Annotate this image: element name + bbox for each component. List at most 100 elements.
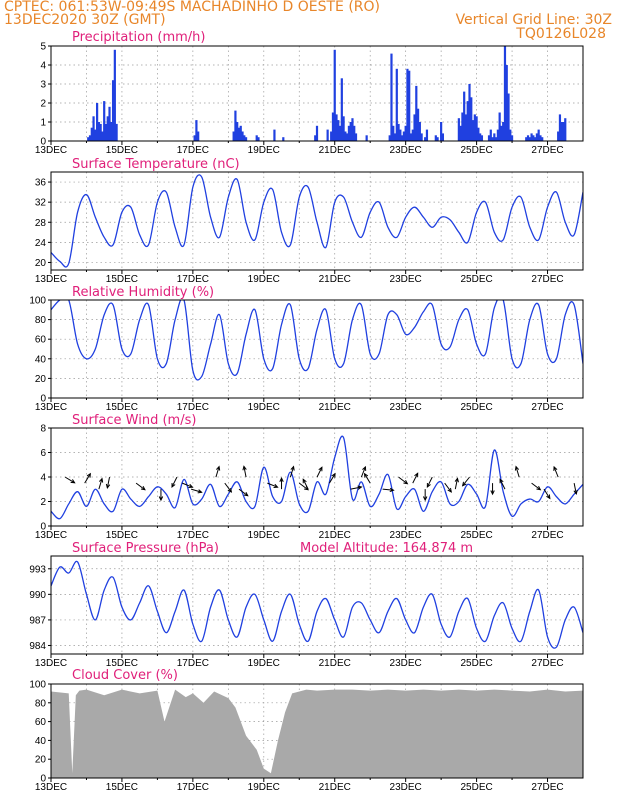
- precip-ytick-label: 3: [40, 80, 46, 91]
- precip-bar: [354, 133, 358, 141]
- wind-series-line: [51, 435, 583, 520]
- precip-bar: [493, 133, 496, 141]
- wind-arrow: [238, 488, 249, 497]
- wind-arrow: [444, 482, 452, 493]
- cloud-title: Cloud Cover (%): [72, 668, 178, 683]
- precip-bar: [560, 122, 563, 141]
- precip-bar: [510, 135, 514, 141]
- cloud-xtick-label: 17DEC: [177, 782, 209, 793]
- precip-frame: [50, 45, 584, 142]
- temp-frame: [50, 171, 584, 271]
- precip-bar: [530, 133, 533, 141]
- temp-xtick-label: 27DEC: [531, 274, 563, 285]
- humidity-xtick-label: 25DEC: [460, 402, 492, 413]
- pressure-xtick-label: 13DEC: [35, 658, 67, 669]
- header-grid-line: Vertical Grid Line: 30Z: [456, 12, 612, 28]
- precip-bar: [232, 131, 235, 141]
- precip-xtick-label: 23DEC: [390, 145, 422, 156]
- wind-arrow: [499, 478, 506, 490]
- precip-bar: [464, 114, 468, 141]
- cloud-panel: 0 20 40 60 80 100 13DEC 15DEC 17DEC 19DEC 21DEC 23D…: [29, 680, 584, 793]
- precip-bar: [479, 133, 482, 141]
- precip-bar: [436, 137, 439, 141]
- precip-bar: [337, 120, 340, 141]
- cloud-xtick-label: 27DEC: [531, 782, 563, 793]
- temp-xtick-label: 13DEC: [35, 274, 67, 285]
- wind-arrow: [215, 465, 221, 478]
- precip-bar: [477, 127, 480, 141]
- precip-bar: [111, 80, 115, 141]
- precip-bar: [197, 131, 200, 141]
- wind-arrow: [105, 477, 111, 490]
- humidity-xtick-label: 21DEC: [319, 402, 351, 413]
- precip-bar: [193, 135, 196, 141]
- precip-bar: [315, 125, 319, 141]
- precip-bar: [94, 129, 97, 141]
- precip-bar: [418, 122, 421, 141]
- wind-ytick-label: 2: [40, 497, 46, 508]
- humidity-series-line: [51, 300, 583, 381]
- precip-bar: [282, 137, 285, 141]
- wind-arrow: [328, 472, 336, 484]
- cloud-data: [51, 689, 583, 778]
- precip-bar: [500, 125, 503, 141]
- wind-ytick-label: 8: [40, 424, 46, 435]
- precip-bar: [402, 131, 405, 141]
- precip-bar: [558, 114, 562, 141]
- precip-xtick-label: 19DEC: [248, 145, 280, 156]
- humidity-xtick-label: 23DEC: [390, 402, 422, 413]
- cloud-xtick-label: 25DEC: [460, 782, 492, 793]
- wind-arrow: [461, 476, 470, 487]
- precip-bar: [495, 137, 498, 141]
- precip-bar: [463, 91, 466, 141]
- humidity-xtick-label: 27DEC: [531, 402, 563, 413]
- humidity-xtick-label: 17DEC: [177, 402, 209, 413]
- wind-arrow: [302, 478, 309, 490]
- pressure-panel: 984 987 990 993 13DEC 15DEC 17DEC 19DEC 21DEC 23D…: [29, 555, 584, 669]
- precip-bar: [480, 135, 484, 141]
- precip-bar: [496, 129, 499, 141]
- header-model-code: TQ0126L028: [515, 26, 606, 42]
- pressure-ytick-label: 987: [29, 615, 46, 626]
- precip-bar: [498, 112, 501, 141]
- precip-bar: [195, 120, 198, 141]
- precip-bar: [113, 49, 116, 141]
- precip-bar: [333, 49, 336, 141]
- temp-xtick-label: 23DEC: [390, 274, 422, 285]
- precip-bar: [347, 125, 351, 141]
- precip-xtick-label: 21DEC: [319, 145, 351, 156]
- pressure-xtick-label: 27DEC: [531, 658, 563, 669]
- precip-bar: [411, 129, 414, 141]
- wind-arrow: [316, 466, 323, 478]
- humidity-panel: 0 20 40 60 80 100 13DEC 15DEC 17DEC 19DEC 21DEC 23D…: [29, 296, 584, 413]
- cloud-xtick-label: 19DEC: [248, 782, 280, 793]
- wind-ytick-label: 6: [40, 448, 46, 459]
- pressure-xtick-label: 15DEC: [106, 658, 138, 669]
- wind-arrow: [135, 482, 146, 491]
- wind-xtick-label: 15DEC: [106, 530, 138, 541]
- temp-panel: 20 24 28 32 36 13DEC 15DEC 17DEC 19DEC 21DEC 23DEC…: [35, 171, 584, 285]
- precip-bar: [88, 135, 92, 141]
- humidity-xtick-label: 15DEC: [106, 402, 138, 413]
- humidity-title: Relative Humidity (%): [72, 285, 214, 300]
- precip-bar: [346, 133, 349, 141]
- precip-bar: [115, 123, 118, 141]
- humidity-ytick-label: 20: [35, 374, 47, 385]
- precip-title: Precipitation (mm/h): [72, 30, 205, 45]
- wind-arrow: [242, 465, 247, 478]
- precip-xtick-label: 15DEC: [106, 145, 138, 156]
- precip-bar: [491, 137, 494, 141]
- pressure-xtick-label: 25DEC: [460, 658, 492, 669]
- precip-bar: [413, 114, 416, 141]
- pressure-data: [51, 560, 583, 649]
- precip-bar: [399, 129, 402, 141]
- precip-bar: [526, 135, 530, 141]
- pressure-xtick-label: 17DEC: [177, 658, 209, 669]
- precip-bar: [390, 53, 393, 141]
- precip-bar: [397, 123, 400, 141]
- humidity-frame: [50, 299, 584, 399]
- precip-bar: [351, 118, 354, 141]
- wind-ytick-label: 0: [40, 522, 46, 533]
- precip-bar: [409, 133, 413, 141]
- precip-bar: [503, 46, 507, 141]
